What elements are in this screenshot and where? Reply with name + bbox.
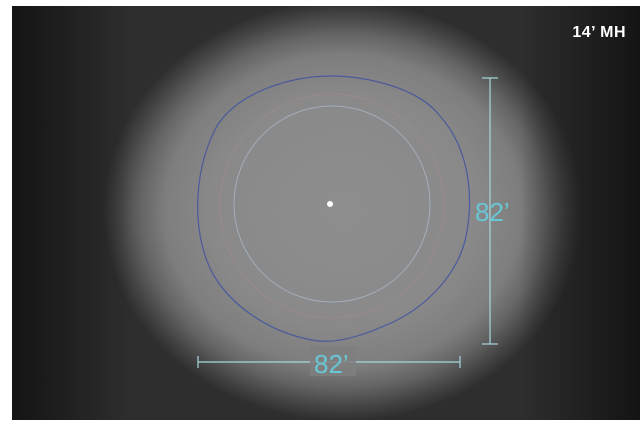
mounting-height-label: 14’ MH [572,24,626,41]
center-isolux-contour [249,123,415,289]
left-vignette [12,6,132,420]
horizontal-dimension-label: 82’ [314,349,349,379]
photometric-plot-panel: 82’ 82’ 14’ MH [12,6,640,420]
outer-isolux-contour [197,75,471,342]
luminaire-center-point [327,201,333,207]
vertical-dimension: 82’ [475,77,510,345]
inner-isolux-contour [233,105,431,303]
right-vignette [520,6,640,420]
mid-isolux-contour [219,93,445,319]
light-distribution-diagram: 82’ 82’ [197,75,510,379]
horizontal-dimension: 82’ [197,346,461,379]
vertical-dimension-label: 82’ [475,197,510,227]
